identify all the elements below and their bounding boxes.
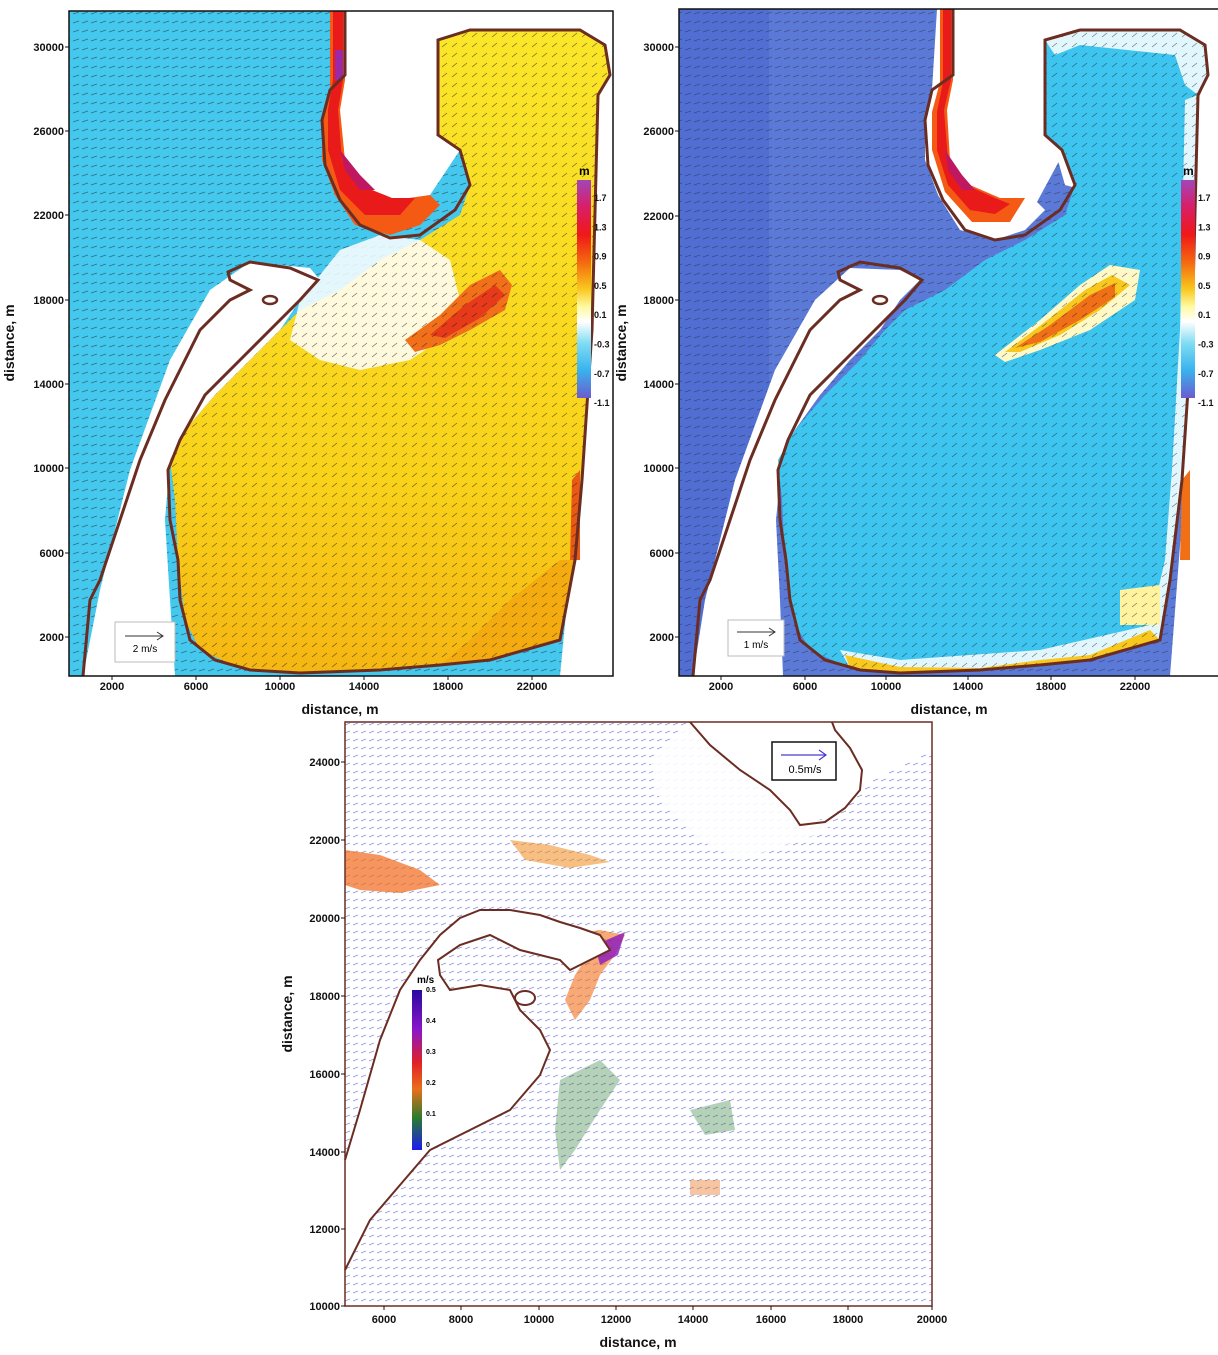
colorbar-tick-label: 0.5 [426,987,436,994]
panel-2-y-ticks: 2000 6000 10000 14000 18000 22000 26000 30000 [643,42,679,644]
x-tick-label: 2000 [709,681,733,693]
panel-1-scale-box [115,622,175,662]
y-tick-label: 18000 [33,295,64,307]
panel-2: 1 m/s m 1.7 1.3 0.9 0.5 0.1 -0.3 -0.7 -1.1 2000… [613,9,1218,717]
colorbar-tick-label: 0.9 [1198,252,1211,262]
colorbar-tick-label: -1.1 [1198,398,1214,408]
y-tick-label: 22000 [643,211,674,223]
x-tick-label: 18000 [833,1314,864,1326]
colorbar-tick-label: 0.3 [426,1049,436,1056]
colorbar-tick-label: 0.2 [426,1080,436,1087]
y-tick-label: 14000 [309,1147,340,1159]
colorbar-tick-label: 1.3 [1198,222,1211,232]
colorbar-tick-label: 0.9 [594,252,607,262]
panel-2-ylabel: distance, m [613,304,629,381]
colorbar-tick-label: -0.7 [1198,369,1214,379]
colorbar-tick-label: -0.3 [1198,340,1214,350]
x-tick-label: 22000 [1120,681,1151,693]
y-tick-label: 2000 [650,632,674,644]
y-tick-label: 6000 [650,548,674,560]
y-tick-label: 18000 [309,991,340,1003]
y-tick-label: 10000 [643,463,674,475]
colorbar-tick-label: 0.5 [594,281,607,291]
y-tick-label: 16000 [309,1069,340,1081]
x-tick-label: 16000 [756,1314,787,1326]
panel-2-x-ticks: 2000 6000 10000 14000 18000 22000 [709,676,1151,693]
x-tick-label: 10000 [524,1314,555,1326]
y-tick-label: 22000 [309,835,340,847]
y-tick-label: 10000 [33,463,64,475]
x-tick-label: 8000 [449,1314,473,1326]
colorbar-tick-label: 1.7 [1198,193,1211,203]
y-tick-label: 30000 [33,42,64,54]
panel-3-colorbar [412,990,422,1150]
x-tick-label: 14000 [678,1314,709,1326]
colorbar-tick-label: -0.3 [594,340,610,350]
colorbar-tick-label: -0.7 [594,369,610,379]
y-tick-label: 6000 [40,548,64,560]
colorbar-tick-label: 0.1 [1198,310,1211,320]
panel-1-xlabel: distance, m [301,701,378,717]
x-tick-label: 6000 [372,1314,396,1326]
x-tick-label: 6000 [184,681,208,693]
panel-3-y-ticks: 10000 12000 14000 16000 18000 20000 22000 24000 [309,757,345,1313]
y-tick-label: 26000 [643,126,674,138]
x-tick-label: 2000 [100,681,124,693]
y-tick-label: 10000 [309,1301,340,1313]
panel-3-xlabel: distance, m [599,1334,676,1350]
panel-1-colorbar [577,180,591,398]
panel-1-y-ticks: 2000 6000 10000 14000 18000 22000 26000 30000 [33,42,69,644]
panel-3-ylabel: distance, m [279,975,295,1052]
panel-1-ylabel: distance, m [1,304,17,381]
x-tick-label: 6000 [793,681,817,693]
y-tick-label: 18000 [643,295,674,307]
x-tick-label: 14000 [953,681,984,693]
y-tick-label: 2000 [40,632,64,644]
colorbar-tick-label: 0.5 [1198,281,1211,291]
x-tick-label: 22000 [517,681,548,693]
x-tick-label: 10000 [265,681,296,693]
x-tick-label: 14000 [349,681,380,693]
colorbar-tick-label: 1.3 [594,222,607,232]
y-tick-label: 30000 [643,42,674,54]
panel-1: 2 m/s m 1.7 1.3 0.9 0.5 0.1 -0.3 -0.7 -1.1 2000… [1,11,613,717]
panel-1-colorbar-unit: m [579,164,590,178]
colorbar-tick-label: 0.1 [594,310,607,320]
x-tick-label: 12000 [601,1314,632,1326]
y-tick-label: 24000 [309,757,340,769]
panel-3-x-ticks: 6000 8000 10000 12000 14000 16000 18000 20000 [372,1306,948,1326]
y-tick-label: 12000 [309,1224,340,1236]
x-tick-label: 20000 [917,1314,948,1326]
panel-3-islet [515,991,535,1005]
y-tick-label: 14000 [33,379,64,391]
panel-3-colorbar-unit: m/s [417,975,435,986]
colorbar-tick-label: 0 [426,1142,430,1149]
x-tick-label: 18000 [433,681,464,693]
x-tick-label: 10000 [871,681,902,693]
y-tick-label: 20000 [309,913,340,925]
colorbar-tick-label: 0.4 [426,1018,436,1025]
y-tick-label: 22000 [33,210,64,222]
colorbar-tick-label: -1.1 [594,398,610,408]
panel-3-scale-label: 0.5m/s [788,764,822,776]
panel-2-xlabel: distance, m [910,701,987,717]
panel-2-colorbar-unit: m [1183,164,1194,178]
panel-2-scale-label: 1 m/s [744,640,768,651]
y-tick-label: 14000 [643,379,674,391]
colorbar-tick-label: 1.7 [594,193,607,203]
x-tick-label: 18000 [1036,681,1067,693]
panel-2-colorbar [1181,180,1195,398]
panel-1-x-ticks: 2000 6000 10000 14000 18000 22000 [100,676,548,693]
panel-3: 0.5m/s m/s 0.5 0.4 0.3 0.2 0.1 0 6000 8000 1000… [279,722,947,1350]
colorbar-tick-label: 0.1 [426,1111,436,1118]
panel-1-scale-label: 2 m/s [133,644,157,655]
y-tick-label: 26000 [33,126,64,138]
